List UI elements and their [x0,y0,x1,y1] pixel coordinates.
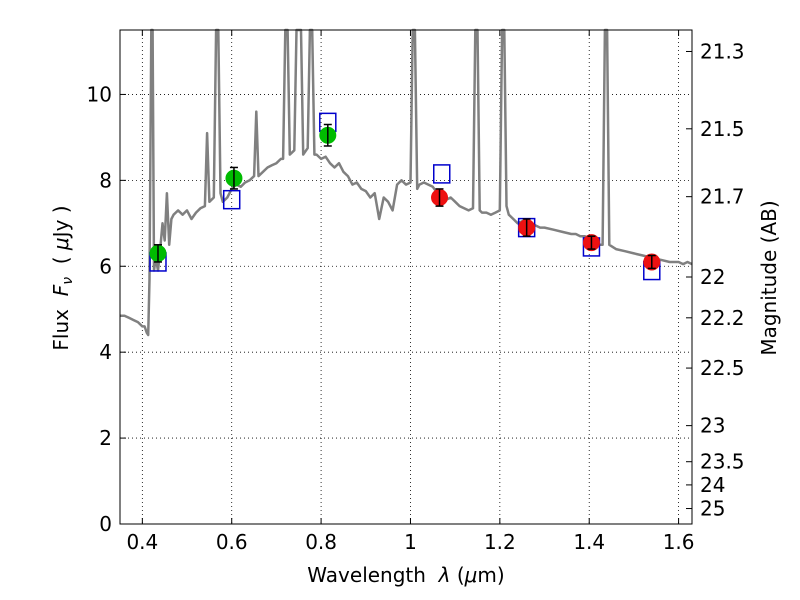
x-axis-label: Wavelength λ (μm) [307,563,504,587]
y-tick-label: 2 [99,426,112,450]
y2-tick-label: 21.3 [700,39,745,63]
x-tick-label: 1.2 [484,530,516,554]
plot-frame [119,29,693,525]
x-tick-label: 1 [404,530,417,554]
y-tick-label: 6 [99,254,112,278]
axes-layer: 0.4 0.6 0.8 1 1.2 1.4 1.6024681021.321.521.722… [87,30,745,554]
model-box [222,189,241,210]
y2-tick-label: 21.7 [700,185,745,209]
y-tick-label: 4 [99,340,112,364]
y2-axis-label: Magnitude (AB) [757,200,781,355]
y2-tick-label: 25 [700,497,725,521]
y2-tick-label: 22.2 [700,306,745,330]
y-tick-label: 0 [99,512,112,536]
y2-tick-label: 23.5 [700,450,745,474]
x-tick-label: 1.6 [663,530,695,554]
model-box [433,164,451,184]
y-tick-label: 8 [99,168,112,192]
spectrum-line [120,28,693,337]
y2-tick-label: 21.5 [700,117,745,141]
points-layer [149,112,661,281]
x-tick-label: 1.4 [573,530,605,554]
y-axis-label: Flux Fν ( μJy ) [49,205,76,350]
x-tick-label: 0.4 [126,530,158,554]
y2-tick-label: 22.5 [700,356,745,380]
spectrum-layer [120,28,693,337]
y2-tick-label: 22 [700,265,725,289]
y-tick-label: 10 [87,82,112,106]
y2-tick-label: 23 [700,414,725,438]
grid [120,30,692,525]
y2-tick-label: 24 [700,473,725,497]
x-tick-label: 0.8 [305,530,337,554]
x-tick-label: 0.6 [216,530,248,554]
